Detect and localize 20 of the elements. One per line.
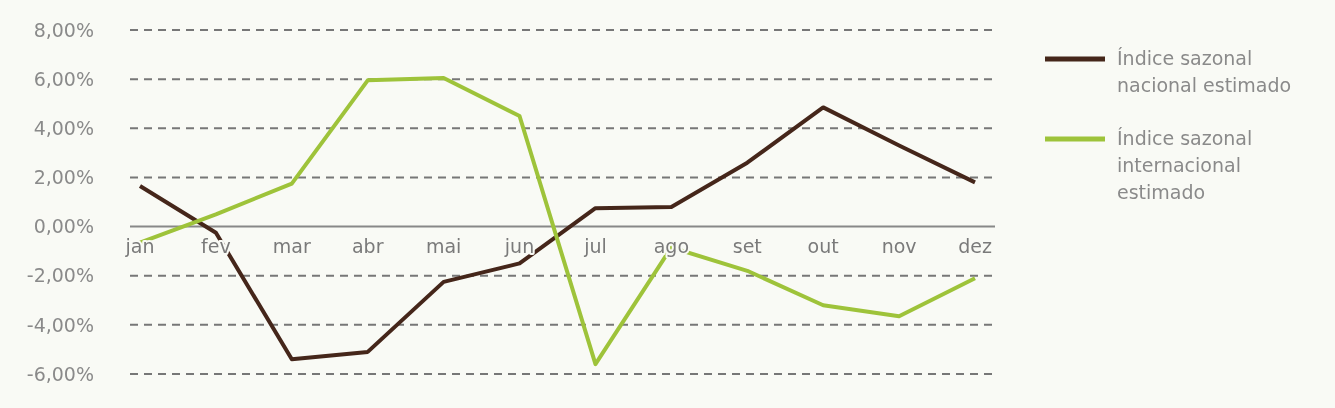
x-tick-label: abr [351, 234, 384, 257]
legend-label: Índice sazonal nacional estimado [1117, 47, 1292, 96]
x-tick-label: mai [425, 234, 462, 257]
y-tick-label: 4,00% [33, 116, 94, 139]
x-tick-label: set [732, 234, 762, 257]
x-tick-label: jun [503, 234, 535, 257]
x-tick-label: out [807, 234, 839, 257]
x-tick-label: jul [583, 234, 607, 257]
x-tick-label: jan [124, 234, 155, 257]
x-tick-label: nov [881, 234, 917, 257]
x-tick-label: mar [272, 234, 311, 257]
y-tick-label: -2,00% [26, 264, 94, 287]
legend-label: Índice sazonal internacional estimado [1117, 127, 1253, 203]
y-tick-label: 8,00% [33, 18, 94, 41]
x-tick-label: dez [958, 234, 992, 257]
y-tick-label: -6,00% [26, 362, 94, 385]
y-tick-label: 6,00% [33, 67, 94, 90]
y-tick-label: 0,00% [33, 215, 94, 238]
y-tick-label: -4,00% [26, 313, 94, 336]
y-tick-label: 2,00% [33, 166, 94, 189]
